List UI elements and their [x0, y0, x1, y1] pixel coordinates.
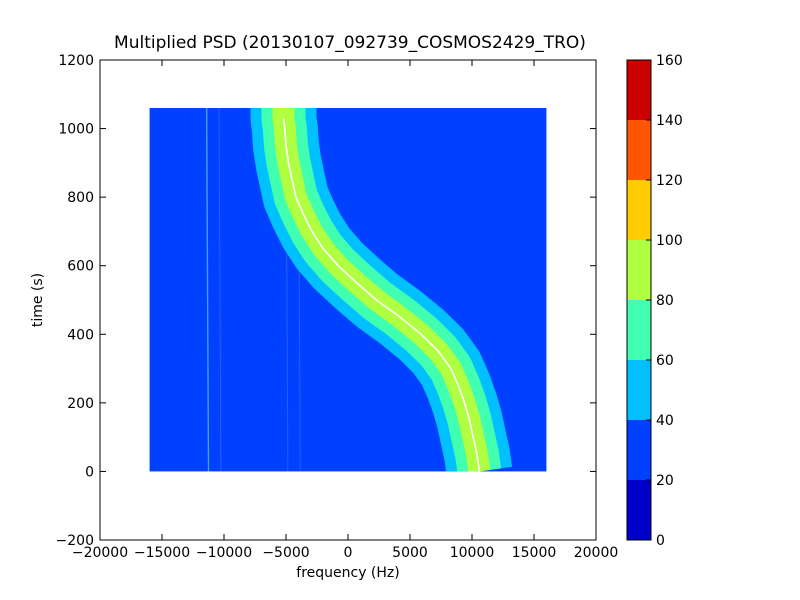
y-tick-label: 1000	[58, 122, 94, 138]
heatmap-stripe	[205, 107, 210, 472]
chart-title: Multiplied PSD (20130107_092739_COSMOS24…	[114, 33, 586, 53]
colorbar: 0 20 40 60 80 100 120 140 160	[626, 53, 683, 549]
x-tick-label: 5000	[392, 545, 428, 561]
y-tick-label: 400	[67, 327, 94, 343]
colorbar-segment	[627, 420, 651, 480]
colorbar-segment	[627, 180, 651, 240]
colorbar-tick-label: 120	[656, 173, 683, 189]
x-axis-label: frequency (Hz)	[296, 565, 399, 581]
x-tick-label: 15000	[512, 545, 557, 561]
colorbar-segment	[627, 300, 651, 360]
colorbar-tick-label: 60	[656, 353, 674, 369]
y-tick-label: 800	[67, 190, 94, 206]
heatmap-stripe	[218, 107, 222, 472]
colorbar-segment	[627, 360, 651, 420]
colorbar-tick-label: 20	[656, 473, 674, 489]
x-tick-label: 0	[344, 545, 353, 561]
y-tick-label: 600	[67, 259, 94, 275]
x-tick-label: −10000	[196, 545, 252, 561]
signal-track-line	[282, 118, 481, 472]
colorbar-segment	[627, 60, 651, 120]
x-tick-label: 20000	[574, 545, 619, 561]
x-tick-label: −5000	[262, 545, 309, 561]
plot-area	[149, 107, 547, 472]
y-axis-label: time (s)	[30, 273, 46, 327]
colorbar-tick-label: 0	[656, 533, 665, 549]
x-tick-label: −15000	[134, 545, 190, 561]
y-axis: −200 0 200 400 600 800 1000 1200	[56, 53, 596, 549]
y-tick-label: −200	[56, 533, 94, 549]
colorbar-tick-label: 100	[656, 233, 683, 249]
y-tick-label: 1200	[58, 53, 94, 69]
colorbar-segment	[627, 480, 651, 540]
colorbar-tick-label: 40	[656, 413, 674, 429]
colorbar-tick-label: 80	[656, 293, 674, 309]
x-tick-label: 10000	[450, 545, 495, 561]
y-tick-label: 200	[67, 396, 94, 412]
x-axis: −20000 −15000 −10000 −5000 0 5000 10000 15000 20…	[72, 60, 618, 561]
colorbar-segment	[627, 120, 651, 180]
colorbar-tick-label: 160	[656, 53, 683, 69]
colorbar-segment	[627, 240, 651, 300]
x-tick-label: −20000	[72, 545, 128, 561]
y-tick-label: 0	[85, 464, 94, 480]
colorbar-tick-label: 140	[656, 113, 683, 129]
